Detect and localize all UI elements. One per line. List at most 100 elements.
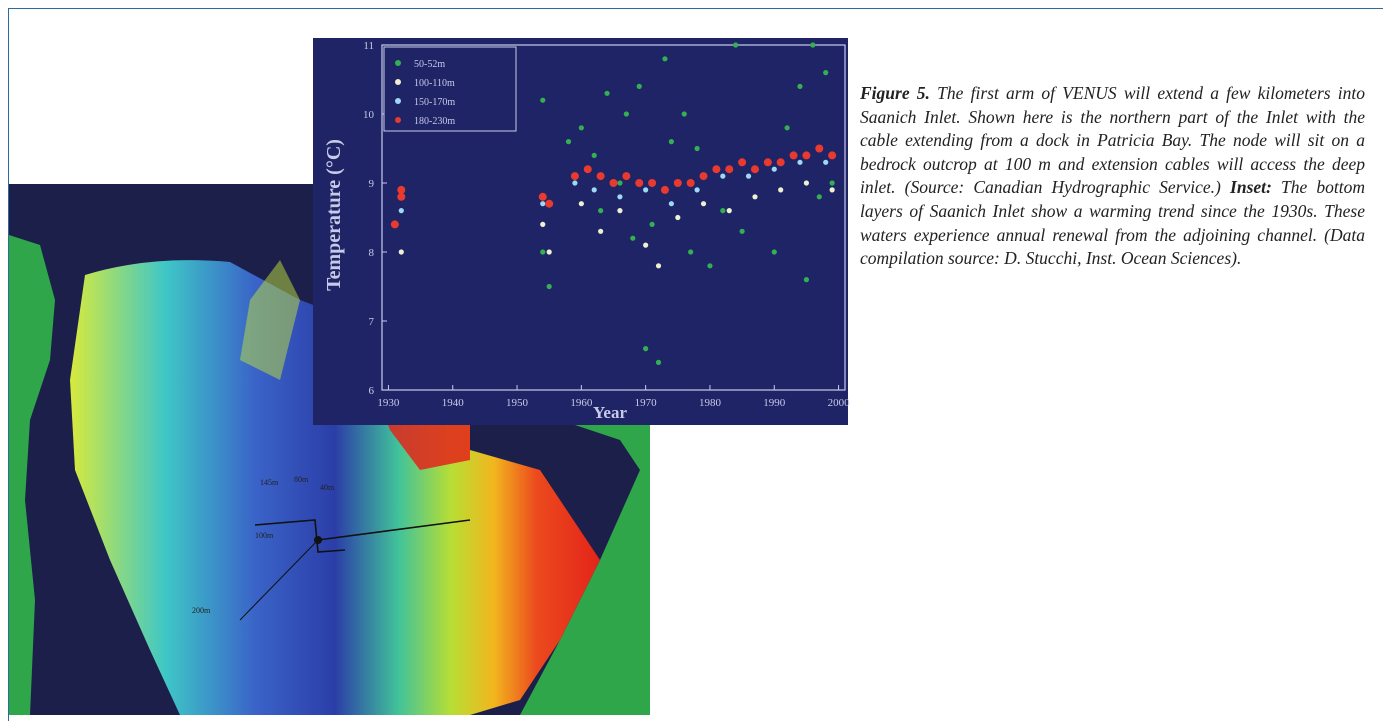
x-tick-label: 1980 — [699, 397, 722, 409]
point — [540, 201, 545, 206]
point — [778, 187, 783, 192]
x-tick-label: 2000 — [828, 397, 851, 409]
point — [597, 172, 605, 180]
point — [752, 194, 757, 199]
legend-label: 180-230m — [414, 116, 455, 127]
point — [687, 179, 695, 187]
point — [790, 151, 798, 159]
point — [391, 220, 399, 228]
legend-marker — [395, 117, 401, 123]
point — [635, 179, 643, 187]
point — [617, 208, 622, 213]
point — [815, 145, 823, 153]
x-tick-label: 1930 — [377, 397, 400, 409]
legend-marker — [395, 60, 401, 66]
legend-marker — [395, 98, 401, 104]
point — [733, 42, 738, 47]
point — [674, 179, 682, 187]
point — [701, 201, 706, 206]
point — [649, 222, 654, 227]
point — [823, 160, 828, 165]
point — [622, 172, 630, 180]
page: 145m 80m 40m 100m 200m Year Temperature … — [0, 0, 1383, 721]
x-tick-label: 1950 — [506, 397, 529, 409]
point — [802, 151, 810, 159]
point — [804, 277, 809, 282]
y-tick-label: 7 — [369, 316, 375, 328]
point — [675, 215, 680, 220]
point — [817, 194, 822, 199]
x-tick-label: 1960 — [570, 397, 593, 409]
figure-label: Figure 5. — [860, 83, 930, 103]
point — [617, 180, 622, 185]
depth-label: 40m — [320, 483, 335, 492]
point — [707, 263, 712, 268]
point — [656, 360, 661, 365]
point — [617, 194, 622, 199]
point — [751, 165, 759, 173]
point — [643, 346, 648, 351]
point — [727, 208, 732, 213]
point — [637, 84, 642, 89]
y-tick-label: 9 — [369, 178, 375, 190]
point — [810, 42, 815, 47]
point — [669, 139, 674, 144]
depth-label: 145m — [260, 478, 279, 487]
point — [643, 187, 648, 192]
point — [746, 174, 751, 179]
point — [598, 208, 603, 213]
y-tick-label: 11 — [363, 40, 374, 52]
point — [720, 174, 725, 179]
point — [682, 111, 687, 116]
point — [592, 153, 597, 158]
point — [823, 70, 828, 75]
point — [694, 187, 699, 192]
point — [579, 201, 584, 206]
point — [797, 160, 802, 165]
point — [399, 208, 404, 213]
legend-label: 100-110m — [414, 78, 455, 89]
point — [630, 236, 635, 241]
point — [539, 193, 547, 201]
point — [830, 180, 835, 185]
caption: Figure 5. The first arm of VENUS will ex… — [860, 82, 1365, 271]
point — [738, 158, 746, 166]
point — [828, 151, 836, 159]
point — [777, 158, 785, 166]
point — [725, 165, 733, 173]
point — [797, 84, 802, 89]
point — [643, 243, 648, 248]
x-axis-label: Year — [593, 403, 627, 422]
point — [397, 186, 405, 194]
point — [584, 165, 592, 173]
point — [700, 172, 708, 180]
point — [540, 249, 545, 254]
point — [648, 179, 656, 187]
point — [764, 158, 772, 166]
point — [598, 229, 603, 234]
point — [571, 172, 579, 180]
point — [772, 249, 777, 254]
point — [579, 125, 584, 130]
x-tick-label: 1990 — [763, 397, 786, 409]
y-tick-label: 6 — [369, 385, 375, 397]
point — [592, 187, 597, 192]
inset-label: Inset: — [1230, 177, 1272, 197]
point — [540, 98, 545, 103]
y-tick-label: 10 — [363, 109, 375, 121]
x-tick-label: 1970 — [635, 397, 658, 409]
point — [694, 146, 699, 151]
point — [830, 187, 835, 192]
point — [656, 263, 661, 268]
legend-marker — [395, 79, 401, 85]
point — [669, 201, 674, 206]
point — [662, 56, 667, 61]
depth-label: 100m — [255, 531, 274, 540]
point — [540, 222, 545, 227]
point — [610, 179, 618, 187]
y-axis-label: Temperature (°C) — [323, 139, 345, 291]
point — [572, 180, 577, 185]
legend-label: 50-52m — [414, 59, 445, 70]
point — [604, 91, 609, 96]
point — [661, 186, 669, 194]
